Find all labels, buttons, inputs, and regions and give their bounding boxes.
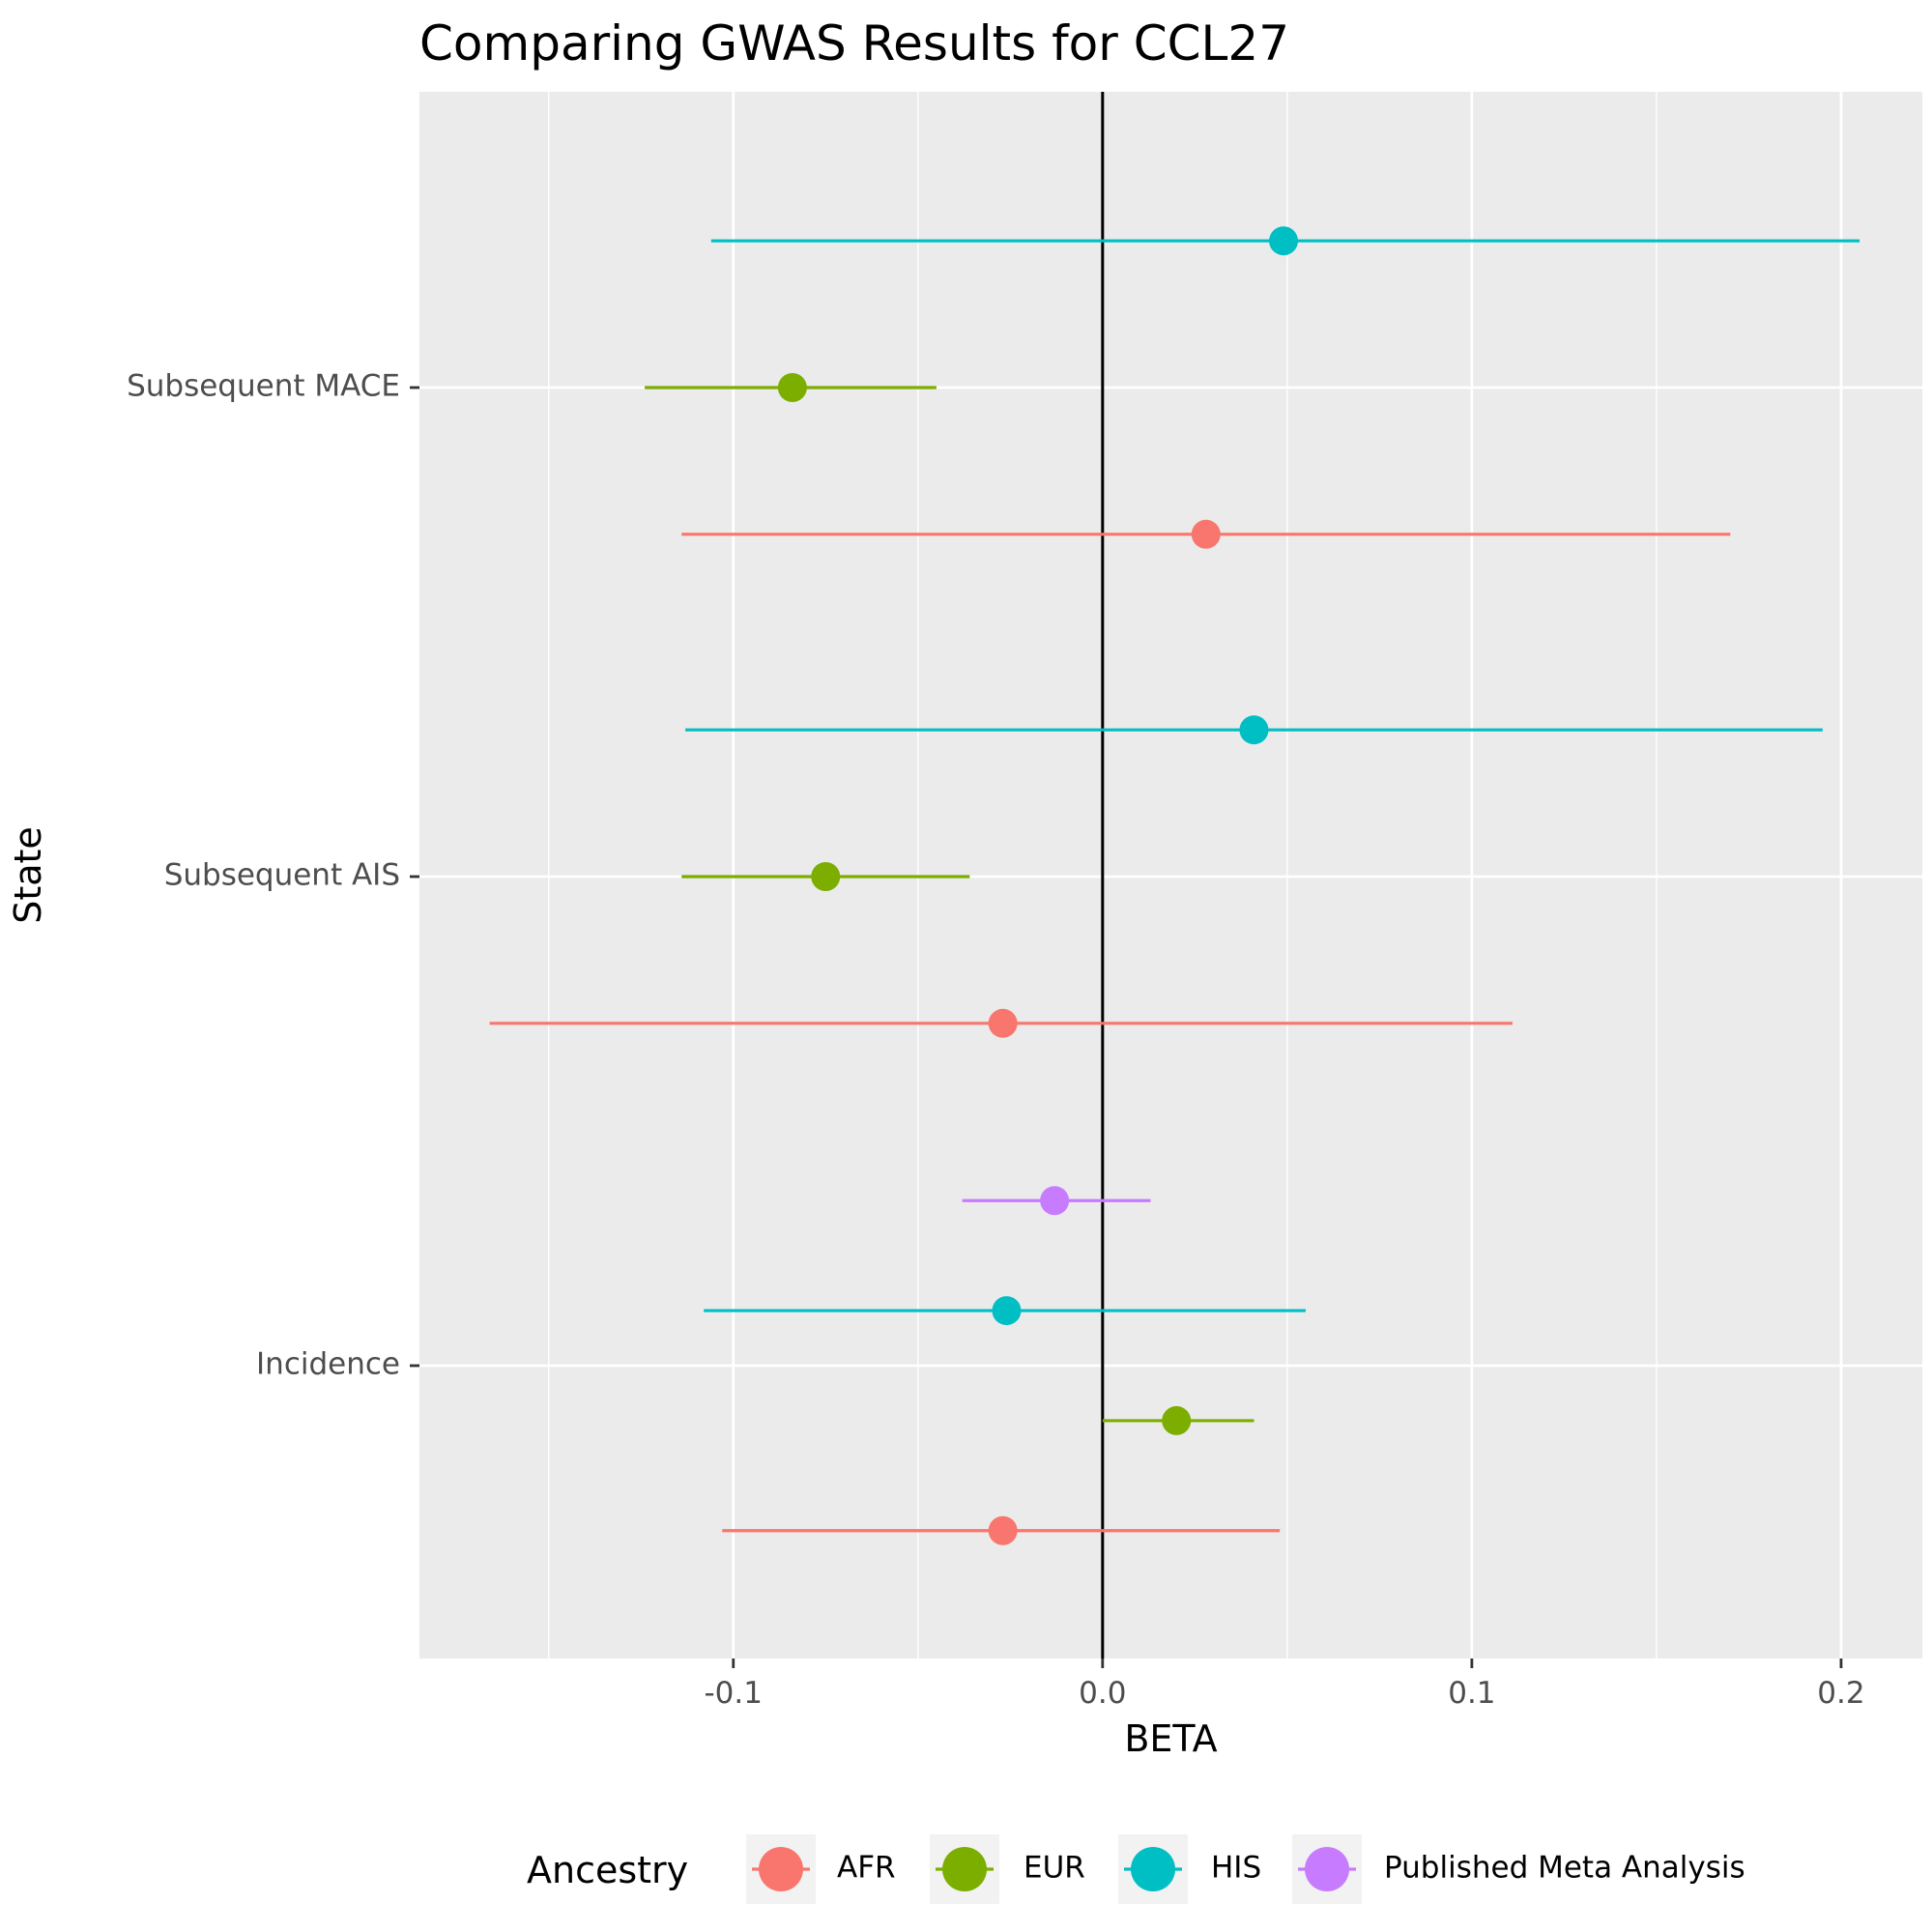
legend-label-eur: EUR (1024, 1851, 1085, 1886)
point-afr-subsequent-ais (988, 1008, 1018, 1038)
legend-label-afr: AFR (837, 1851, 896, 1886)
x-tick-label: 0.2 (1817, 1676, 1864, 1711)
point-eur-subsequent-ais (811, 862, 841, 891)
y-tick-label-incidence: Incidence (256, 1347, 400, 1382)
point-afr-incidence (988, 1515, 1018, 1545)
data-marks (489, 226, 1860, 1545)
legend-title: Ancestry (527, 1849, 688, 1891)
point-published-meta-analysis-incidence (1040, 1186, 1070, 1216)
legend-label-his: HIS (1211, 1851, 1261, 1886)
x-tick-label: 0.0 (1079, 1676, 1126, 1711)
x-axis-title: BETA (1124, 1717, 1217, 1760)
legend-dot-eur (942, 1847, 987, 1891)
y-tick-label-subsequent-ais: Subsequent AIS (164, 858, 400, 893)
x-tick-label: 0.1 (1448, 1676, 1495, 1711)
plot-panel (419, 92, 1922, 1658)
y-axis-title: State (7, 826, 49, 924)
x-tick-label: -0.1 (705, 1676, 764, 1711)
point-eur-subsequent-mace (777, 373, 807, 402)
legend-dot-published-meta-analysis (1305, 1847, 1349, 1891)
y-axis: Incidence Subsequent AIS Subsequent MACE (127, 369, 419, 1382)
legend-dot-his (1131, 1847, 1175, 1891)
point-his-subsequent-ais (1239, 715, 1269, 745)
chart-title: Comparing GWAS Results for CCL27 (419, 15, 1289, 72)
legend-label-published-meta-analysis: Published Meta Analysis (1384, 1851, 1745, 1886)
point-afr-subsequent-mace (1191, 519, 1221, 549)
point-eur-incidence (1162, 1405, 1192, 1435)
x-axis: -0.1 0.0 0.1 0.2 (705, 1658, 1865, 1711)
legend: Ancestry AFR EUR HIS Published Meta Analysi… (527, 1834, 1745, 1904)
y-tick-label-subsequent-mace: Subsequent MACE (127, 369, 400, 404)
point-his-incidence (992, 1296, 1022, 1326)
point-his-subsequent-mace (1269, 226, 1299, 256)
legend-dot-afr (759, 1847, 803, 1891)
